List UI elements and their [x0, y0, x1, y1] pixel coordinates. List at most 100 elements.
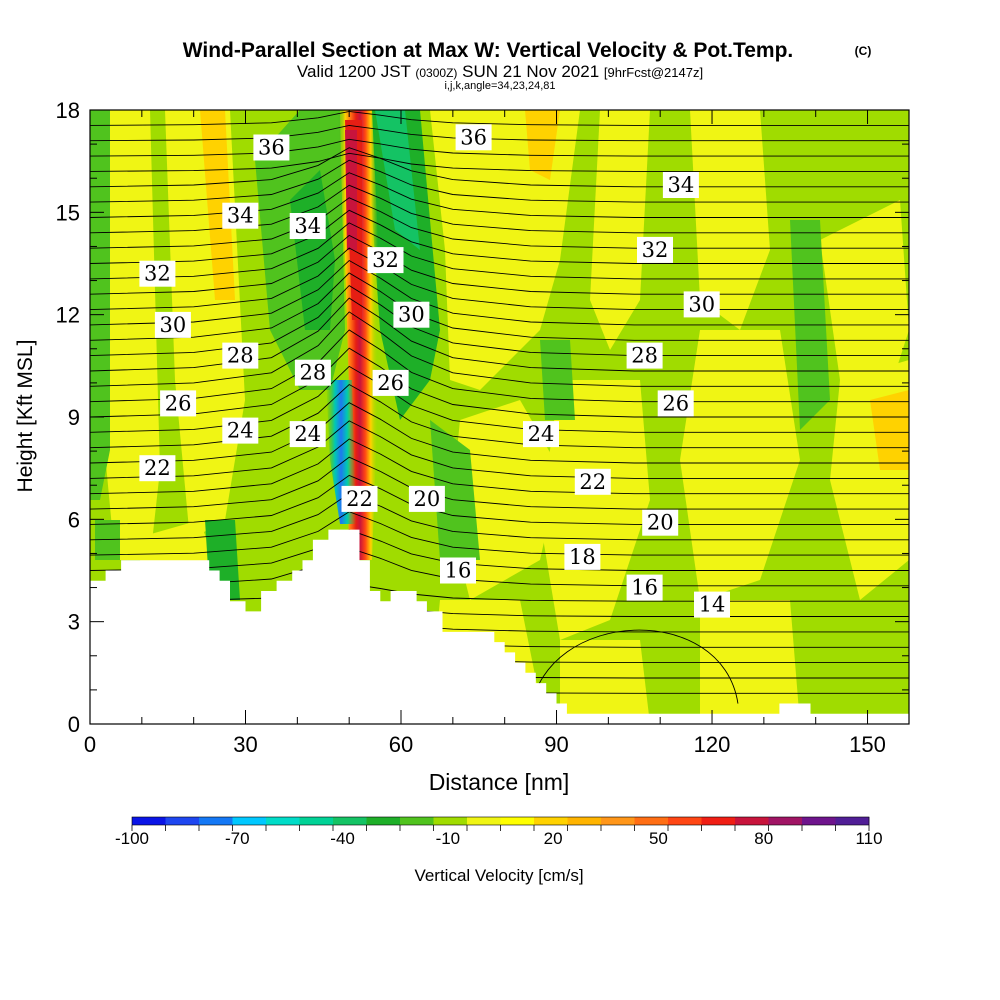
- contour-label-text: 24: [294, 422, 321, 446]
- colorbar-tick-label: -40: [330, 829, 355, 848]
- colorbar-swatch: [802, 817, 836, 825]
- theta-contour-line: [90, 110, 909, 126]
- contour-label-text: 32: [144, 262, 171, 286]
- contour-label-text: 24: [227, 419, 254, 443]
- contour-label: 26: [160, 390, 197, 417]
- colorbar-tick-label: -100: [115, 829, 149, 848]
- contour-label-text: 36: [258, 136, 285, 160]
- theta-contour-line: [90, 152, 909, 172]
- contour-label: 22: [341, 485, 378, 512]
- colorbar-swatch: [735, 817, 769, 825]
- y-tick-label: 3: [68, 610, 80, 635]
- colorbar-swatch: [668, 817, 702, 825]
- contour-label-text: 16: [445, 559, 472, 583]
- contour-label-text: 34: [227, 204, 254, 228]
- y-tick-label: 6: [68, 507, 80, 532]
- contour-label: 24: [289, 421, 326, 448]
- colorbar-swatch: [467, 817, 501, 825]
- x-tick-label: 30: [233, 732, 257, 757]
- contour-label-text: 34: [294, 214, 321, 238]
- contour-label-text: 20: [647, 511, 674, 535]
- colorbar-swatch: [500, 817, 535, 825]
- contour-label-text: 18: [569, 545, 596, 569]
- theta-contour-line: [90, 184, 909, 234]
- y-tick-label: 0: [68, 712, 80, 737]
- contour-label-text: 26: [165, 391, 192, 415]
- chart-subtitle: Valid 1200 JST (0300Z) SUN 21 Nov 2021 […: [297, 62, 703, 81]
- colorbar-swatch: [433, 817, 468, 825]
- contour-label: 20: [642, 509, 679, 536]
- theta-contour-line: [90, 172, 909, 218]
- contour-label: 34: [662, 172, 699, 198]
- chart-title: Wind-Parallel Section at Max W: Vertical…: [183, 39, 794, 62]
- colorbar-swatch: [199, 817, 233, 825]
- velocity-field-bands: [90, 110, 909, 724]
- contour-label: 30: [393, 301, 430, 328]
- contour-label: 36: [253, 134, 290, 161]
- x-tick-label: 60: [389, 732, 413, 757]
- colorbar-tick-label: 50: [649, 829, 668, 848]
- colorbar-swatch: [165, 817, 200, 825]
- theta-contour-line: [90, 259, 909, 326]
- contour-label-text: 34: [668, 173, 695, 197]
- colorbar-swatch: [333, 817, 367, 825]
- contour-label: 32: [139, 260, 176, 287]
- theta-contour-line: [90, 383, 909, 449]
- colorbar-tick-label: 80: [754, 829, 773, 848]
- theta-contour-line: [90, 492, 909, 541]
- contour-label: 18: [564, 543, 601, 570]
- theta-contour-line: [90, 247, 909, 311]
- contour-label-text: 22: [144, 456, 171, 480]
- colorbar-tick-label: 110: [855, 829, 882, 848]
- contour-label: 28: [626, 342, 663, 369]
- theta-contour-line: [90, 438, 909, 495]
- theta-contour-line: [90, 329, 909, 403]
- contour-label: 16: [626, 574, 663, 601]
- contour-label: 26: [372, 369, 409, 396]
- contour-label-text: 28: [631, 344, 658, 368]
- contour-label: 36: [455, 124, 492, 151]
- theta-contour-line: [90, 402, 909, 464]
- y-tick-label: 15: [56, 200, 80, 225]
- colorbar-swatch: [366, 817, 401, 825]
- contour-label-text: 26: [377, 371, 404, 395]
- contour-label-text: 26: [662, 391, 689, 415]
- contour-label: 30: [154, 311, 191, 338]
- theta-contour-line: [90, 159, 909, 203]
- y-tick-label: 9: [68, 405, 80, 430]
- contour-label: 24: [222, 417, 259, 444]
- theta-contour-line: [90, 456, 909, 510]
- theta-contour-dome: [530, 629, 739, 711]
- contour-label-text: 14: [699, 593, 726, 617]
- contour-label: 24: [523, 421, 559, 448]
- colorbar-swatch: [835, 817, 870, 825]
- theta-contour-line: [90, 147, 909, 188]
- colorbar-swatch: [132, 817, 166, 825]
- y-tick-label: 18: [56, 98, 80, 123]
- contour-label-text: 16: [631, 576, 658, 600]
- theta-contour-line: [90, 420, 909, 479]
- colorbar-swatch: [701, 817, 736, 825]
- contour-label-text: 30: [688, 292, 715, 316]
- x-axis-label: Distance [nm]: [429, 769, 570, 795]
- copyright-mark: (C): [855, 44, 872, 58]
- contour-label-text: 30: [398, 303, 425, 327]
- x-tick-label: 90: [544, 732, 568, 757]
- colorbar-tick-label: -70: [225, 829, 250, 848]
- theta-contour-line: [90, 529, 909, 571]
- contour-label-text: 28: [227, 344, 254, 368]
- colorbar-swatch: [567, 817, 602, 825]
- contour-label: 14: [694, 591, 730, 618]
- contour-label: 34: [289, 213, 326, 239]
- contour-label-text: 30: [160, 313, 187, 337]
- colorbar: -100 -70 -40 -10 20 50 80 110: [115, 816, 883, 848]
- contour-label: 28: [294, 359, 331, 386]
- chart-subtitle-indices: i,j,k,angle=34,23,24,81: [444, 80, 555, 92]
- contour-label: 32: [367, 247, 404, 274]
- colorbar-swatch: [634, 817, 669, 825]
- contour-label-text: 32: [372, 248, 399, 272]
- y-axis-label: Height [Kft MSL]: [14, 340, 37, 493]
